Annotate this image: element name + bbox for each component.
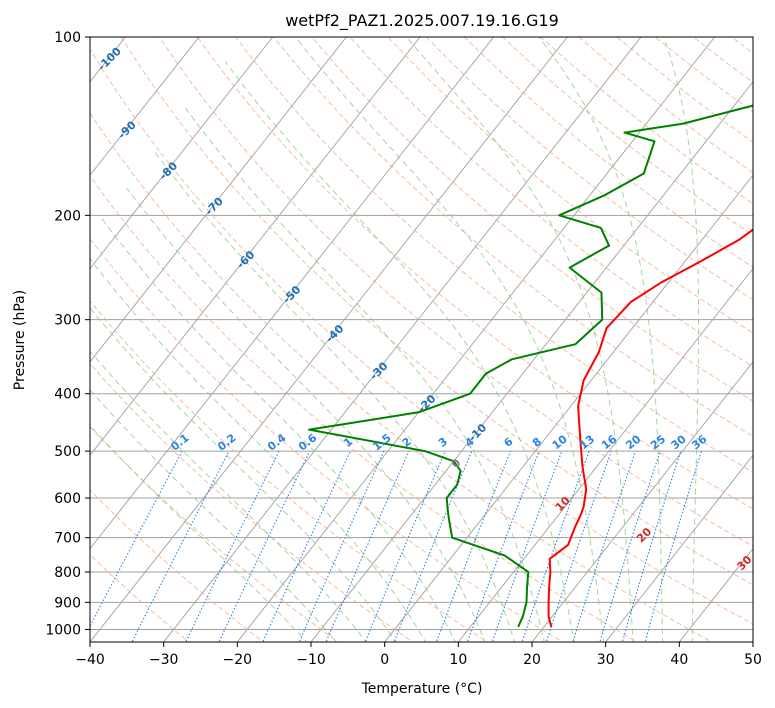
- y-axis: 100 200 300 400 500 600 700 800 900 1000: [45, 30, 90, 638]
- dry-adiabat-line: [349, 37, 753, 368]
- moist-adiabat-line: [90, 350, 367, 642]
- y-tick-label: 200: [54, 208, 81, 224]
- isotherm-line: [531, 361, 753, 642]
- isotherm-line: [90, 37, 274, 270]
- x-tick-label: −20: [223, 652, 253, 668]
- mixing-ratio-line: [435, 450, 512, 642]
- moist-adiabat-line: [295, 37, 605, 642]
- mixing-ratio-line: [521, 450, 590, 642]
- y-tick-label: 600: [54, 491, 81, 507]
- isotherm-line: [90, 37, 200, 176]
- y-tick-label: 400: [54, 387, 81, 403]
- y-tick-label: 300: [54, 313, 81, 329]
- dry-adiabat-line: [90, 362, 414, 642]
- x-axis: −40 −30 −20 −10 0 10 20 30 40 50: [75, 642, 762, 668]
- isotherm-line: [457, 267, 753, 642]
- dry-adiabat-line: [120, 37, 753, 586]
- mixing-ratio-line: [393, 450, 473, 642]
- isotherm-line: [310, 81, 753, 642]
- isotherm-line: [163, 37, 642, 642]
- moist-adiabat-line: [90, 258, 427, 642]
- moist-adiabat-line: [224, 61, 575, 642]
- dry-adiabat-line: [90, 112, 713, 642]
- mixing-ratio-line: [466, 450, 540, 642]
- x-tick-label: −40: [75, 652, 105, 668]
- dry-adiabat-line: [90, 489, 265, 642]
- dry-adiabat-line: [158, 37, 753, 547]
- isotherm-line: [90, 37, 347, 363]
- mixing-ratio-line: [325, 450, 410, 642]
- x-tick-label: 30: [597, 652, 615, 668]
- x-tick-label: 40: [670, 652, 688, 668]
- isotherm-line: [236, 37, 716, 642]
- moist-adiabat-line: [405, 37, 634, 642]
- dry-adiabat-line: [90, 47, 753, 625]
- x-tick-label: 50: [744, 652, 762, 668]
- y-tick-label: 800: [54, 565, 81, 581]
- y-tick-label: 1000: [45, 622, 81, 638]
- mixing-ratio-line: [262, 450, 351, 642]
- isotherm-line: [90, 37, 568, 642]
- x-tick-label: 10: [449, 652, 467, 668]
- mixing-ratio-line: [599, 450, 661, 642]
- dry-adiabat-line: [90, 554, 190, 642]
- moist-adiabat-line: [126, 187, 486, 642]
- y-axis-label: Pressure (hPa): [12, 290, 28, 390]
- dry-adiabat-line: [90, 237, 564, 642]
- moist-adiabat-line: [90, 424, 308, 642]
- moist-adiabat-line: [90, 389, 338, 642]
- mixing-ratio-line: [572, 450, 637, 642]
- moist-adiabat-line: [538, 37, 664, 642]
- dry-adiabat-line: [387, 37, 753, 334]
- isotherm-line: [605, 454, 753, 642]
- background-lines: [90, 37, 753, 642]
- isotherm-line: [384, 174, 753, 642]
- x-tick-label: 0: [380, 652, 389, 668]
- dry-adiabat-line: [90, 300, 489, 642]
- plot-frame: [89, 36, 754, 643]
- mixing-ratio-line: [298, 450, 385, 642]
- x-tick-label: 20: [523, 652, 541, 668]
- mixing-ratio-line: [545, 450, 612, 642]
- moist-adiabat-line: [663, 37, 699, 642]
- dry-adiabat-line: [90, 175, 639, 642]
- y-tick-label: 100: [54, 30, 81, 46]
- temperature-line: [547, 228, 753, 628]
- moist-adiabat-line: [152, 149, 516, 642]
- isotherm-line: [90, 37, 421, 456]
- chart-title: wetPf2_PAZ1.2025.007.19.16.G19: [285, 11, 559, 31]
- sounding-series: [308, 104, 753, 628]
- dry-adiabat-line: [273, 37, 753, 437]
- isotherm-line: [90, 37, 495, 550]
- x-axis-label: Temperature (°C): [361, 681, 483, 697]
- moist-adiabat-line: [99, 215, 456, 642]
- mixing-ratio-line: [364, 450, 446, 642]
- mixing-ratio-line: [491, 450, 563, 642]
- moist-adiabat-line: [90, 307, 397, 642]
- dewpoint-line: [308, 104, 753, 628]
- mixing-ratio-line: [90, 450, 183, 628]
- mixing-ratio-line: [644, 450, 703, 642]
- mixing-ratio-line: [185, 450, 280, 642]
- y-tick-label: 500: [54, 444, 81, 460]
- mixing-ratio-line: [621, 450, 682, 642]
- x-tick-label: −10: [296, 652, 326, 668]
- x-tick-label: −30: [149, 652, 179, 668]
- mixing-ratio-line: [218, 450, 311, 642]
- y-tick-label: 700: [54, 531, 81, 547]
- dry-adiabat-line: [235, 37, 753, 473]
- y-tick-label: 900: [54, 595, 81, 611]
- mixing-ratio-line: [131, 450, 230, 642]
